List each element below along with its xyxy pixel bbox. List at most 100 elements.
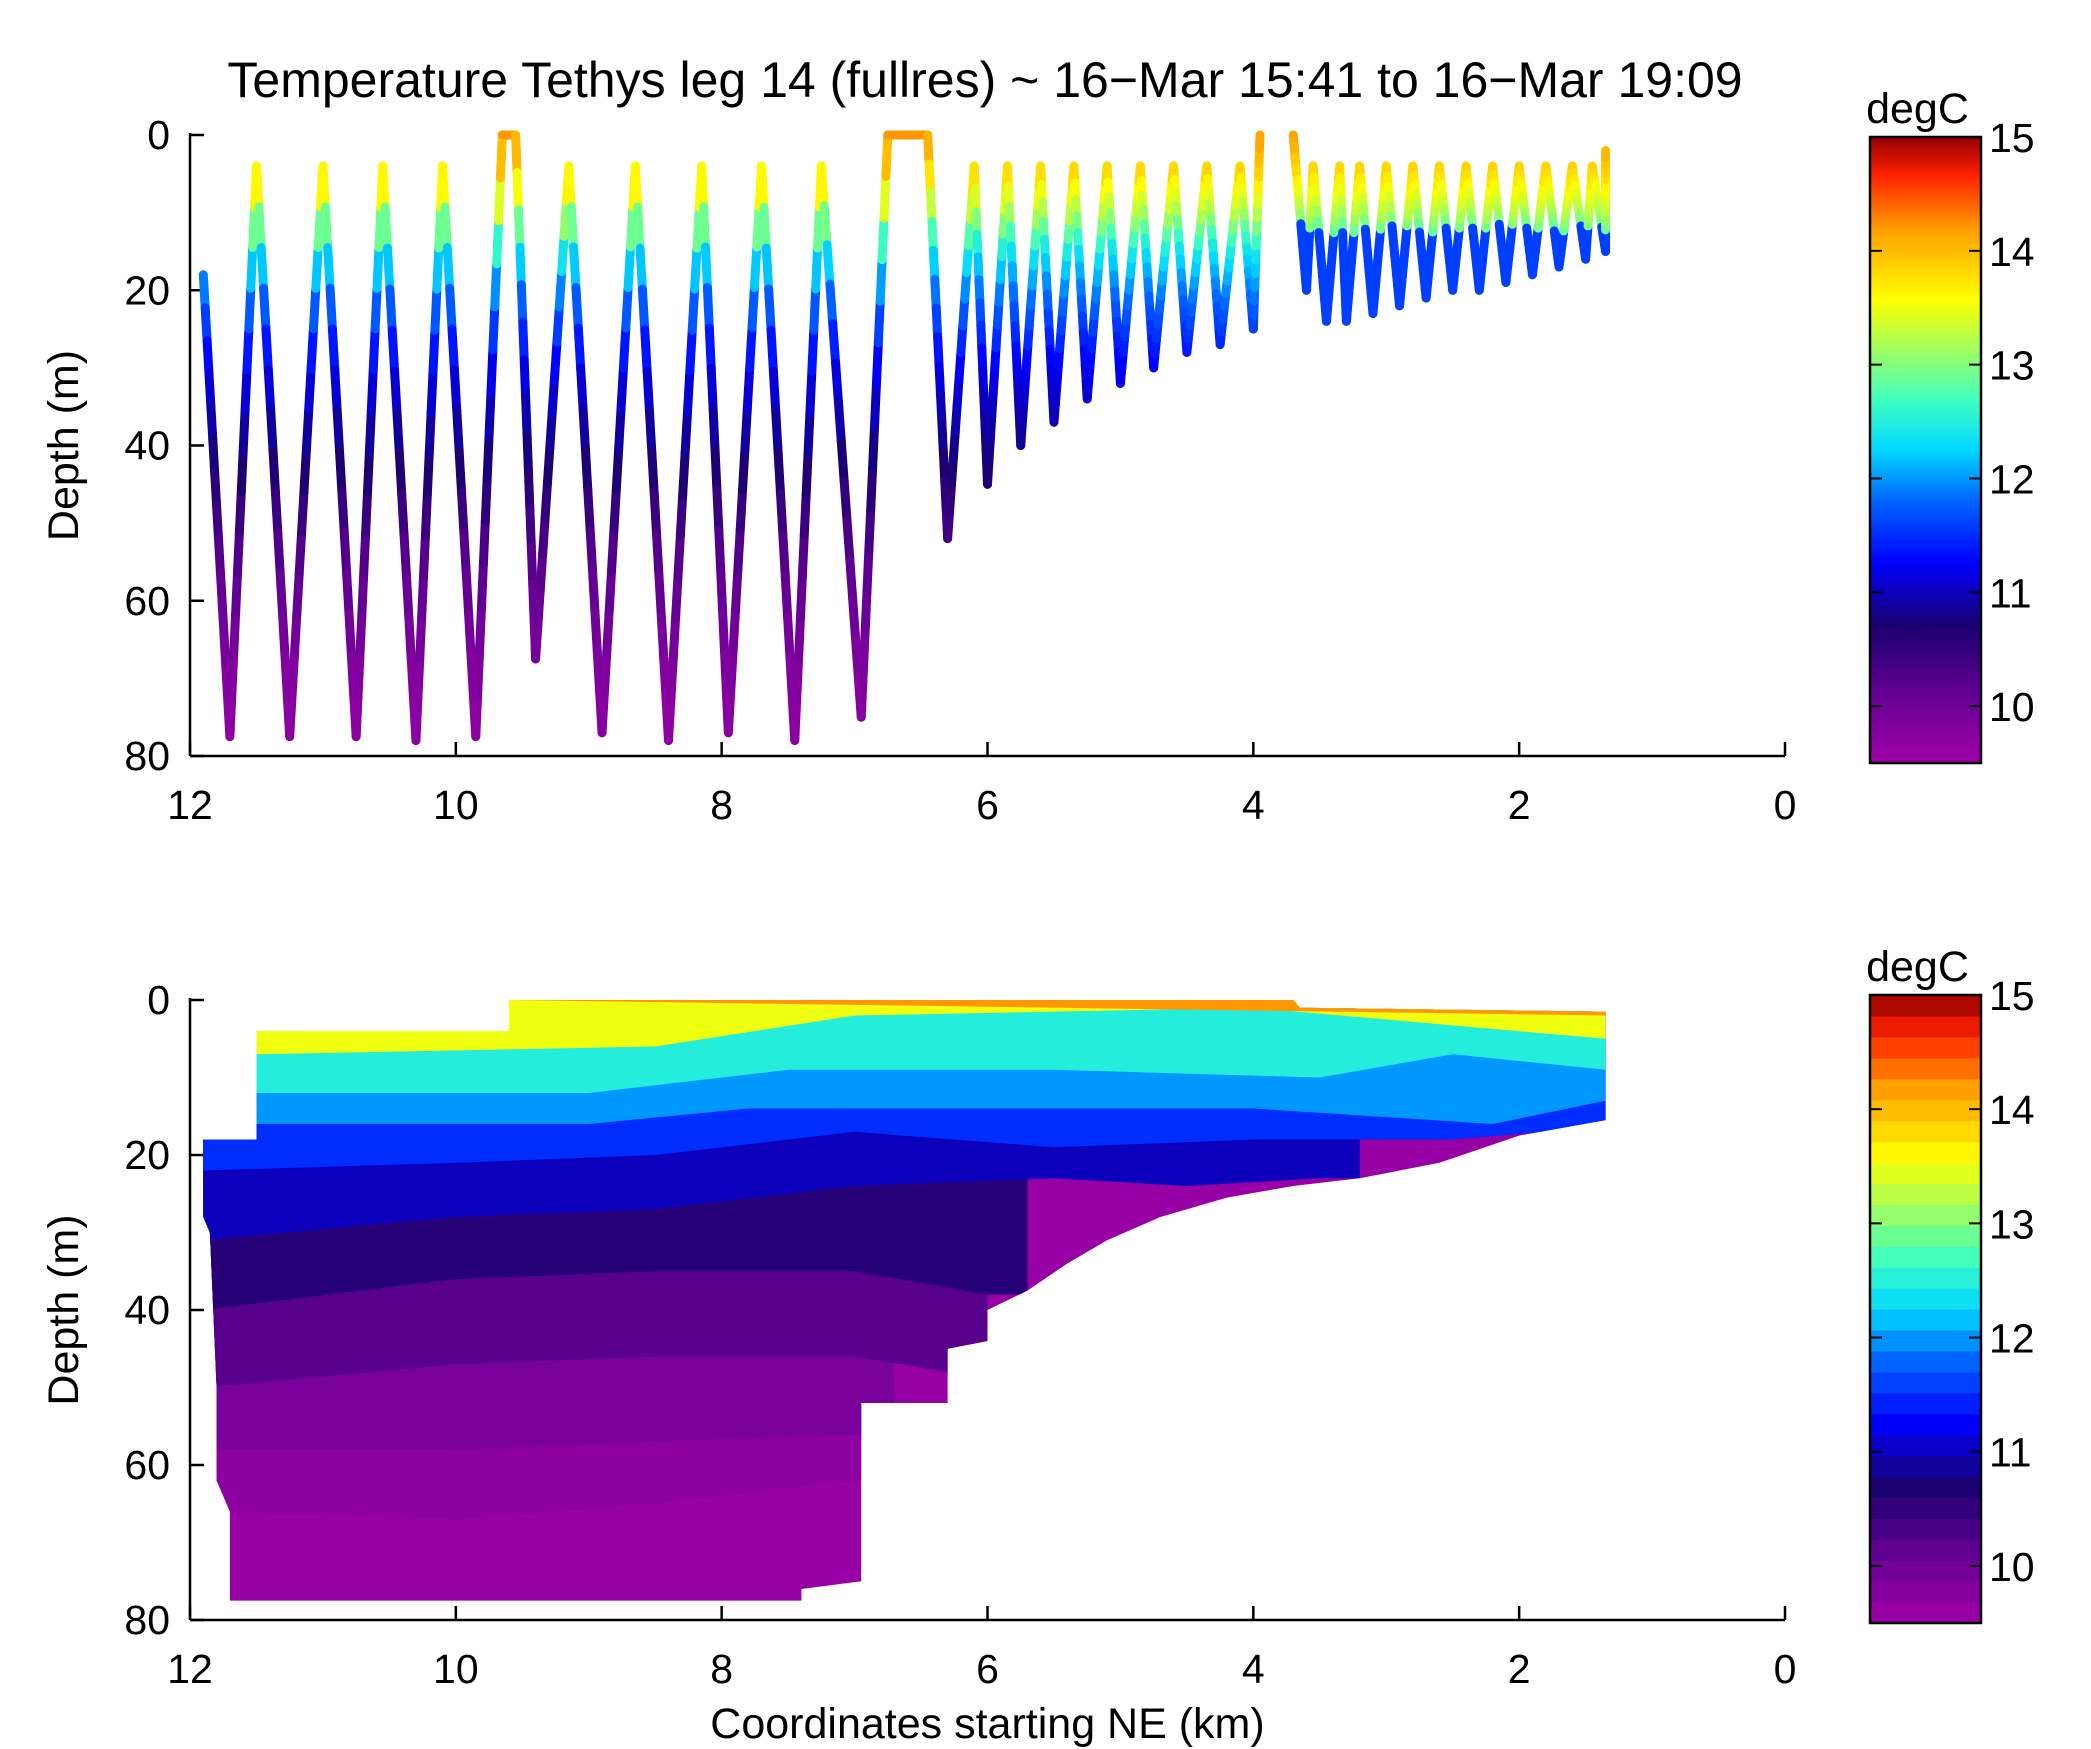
track-segment	[701, 242, 712, 292]
bottom-x-tick-label: 2	[1508, 1646, 1531, 1692]
track-segment	[521, 392, 532, 439]
track-segment	[573, 323, 586, 373]
track-segment	[552, 302, 564, 347]
track-segment	[811, 243, 823, 294]
track-segment	[251, 161, 264, 212]
track-segment	[819, 200, 832, 250]
bottom-colorbar-band	[1870, 1476, 1981, 1498]
track-segment	[752, 202, 764, 252]
track-segment	[495, 130, 507, 183]
track-segment	[528, 579, 539, 627]
track-segment	[266, 406, 278, 456]
track-segment	[723, 687, 736, 738]
track-segment	[720, 647, 731, 697]
bottom-colorbar-band	[1870, 1329, 1981, 1352]
bottom-colorbar-band	[1870, 1434, 1981, 1457]
track-segment	[609, 485, 621, 535]
track-segment	[656, 612, 669, 663]
track-segment	[420, 489, 432, 540]
track-segment	[415, 612, 427, 663]
track-segment	[735, 485, 748, 535]
track-segment	[242, 324, 254, 375]
track-segment	[833, 397, 846, 447]
track-segment	[664, 694, 676, 745]
track-segment	[238, 406, 250, 456]
track-segment	[519, 355, 531, 402]
track-segment	[231, 569, 242, 619]
track-segment	[332, 406, 345, 456]
track-segment	[928, 245, 940, 284]
track-segment	[229, 609, 241, 660]
track-segment	[702, 282, 714, 333]
track-segment	[585, 525, 598, 576]
track-segment	[640, 325, 652, 376]
track-segment	[938, 447, 950, 486]
track-segment	[270, 487, 283, 538]
bottom-x-tick-label: 0	[1774, 1646, 1797, 1692]
track-segment	[289, 609, 302, 660]
track-segment	[816, 161, 829, 210]
track-segment	[342, 569, 354, 619]
track-segment	[597, 687, 609, 738]
track-segment	[881, 130, 893, 182]
bottom-colorbar-band	[1870, 1015, 1981, 1038]
bottom-colorbar-tick-label: 15	[1989, 973, 2035, 1019]
track-segment	[690, 243, 702, 294]
top-colorbar-tick-label: 13	[1989, 343, 2035, 389]
track-segment	[862, 546, 874, 597]
track-segment	[387, 325, 400, 376]
track-segment	[438, 161, 450, 212]
track-segment	[351, 691, 363, 742]
track-segment	[733, 525, 745, 576]
track-segment	[478, 517, 490, 570]
track-segment	[442, 243, 455, 293]
track-segment	[225, 691, 237, 742]
track-segment	[645, 407, 657, 458]
top-y-tick-label: 80	[124, 733, 170, 779]
top-colorbar-tick-label: 14	[1989, 229, 2035, 275]
bottom-colorbar-band	[1870, 1162, 1981, 1184]
top-colorbar-tick-label: 15	[1989, 115, 2035, 161]
profile-track	[198, 130, 1611, 745]
track-segment	[297, 487, 309, 538]
bottom-colorbar-band	[1870, 1183, 1981, 1205]
track-segment	[236, 446, 248, 497]
track-segment	[839, 476, 852, 525]
track-segment	[304, 365, 316, 416]
bottom-colorbar-tick-label: 11	[1989, 1430, 2032, 1476]
track-segment	[285, 691, 297, 742]
track-segment	[675, 489, 688, 540]
bottom-colorbar-band	[1870, 1602, 1981, 1624]
track-segment	[590, 606, 602, 657]
top-colorbar-tick-label: 12	[1989, 456, 2035, 502]
track-segment	[706, 363, 718, 414]
track-segment	[246, 243, 258, 293]
track-segment	[268, 446, 280, 497]
bottom-y-tick-label: 0	[147, 977, 170, 1023]
track-segment	[370, 283, 382, 334]
track-segment	[275, 569, 288, 619]
track-segment	[476, 560, 488, 613]
bottom-colorbar-band	[1870, 1518, 1981, 1540]
bottom-y-tick-label: 60	[124, 1442, 170, 1488]
track-segment	[592, 647, 605, 697]
track-segment	[614, 404, 626, 454]
track-segment	[807, 325, 819, 376]
track-segment	[871, 338, 883, 390]
track-segment	[926, 188, 937, 226]
track-segment	[795, 571, 807, 622]
top-colorbar-tick-label: 11	[1989, 570, 2032, 616]
track-segment	[716, 566, 728, 616]
bottom-colorbar-band	[1870, 1581, 1981, 1603]
track-segment	[542, 443, 555, 488]
track-segment	[738, 444, 750, 495]
track-segment	[692, 202, 704, 253]
track-segment	[308, 283, 321, 334]
track-segment	[447, 324, 459, 375]
track-segment	[301, 406, 314, 456]
track-segment	[652, 530, 664, 581]
track-segment	[809, 284, 821, 335]
bottom-xlabel: Coordinates starting NE (km)	[710, 1700, 1264, 1748]
track-segment	[411, 694, 423, 745]
